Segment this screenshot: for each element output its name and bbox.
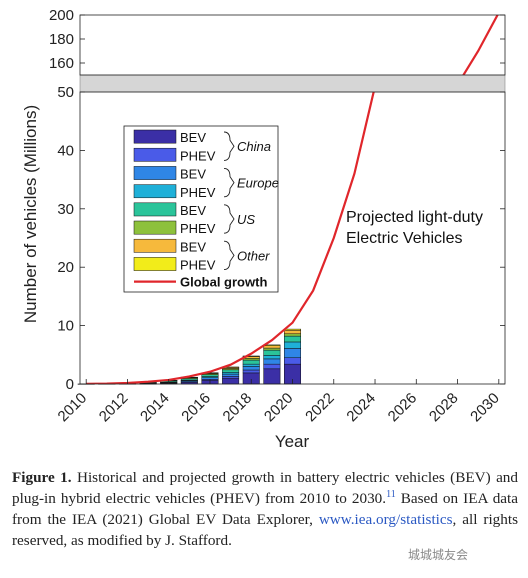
legend-swatch [133, 166, 177, 180]
legend-swatch [133, 220, 177, 235]
caption-label: Figure 1. [12, 469, 72, 486]
legend-swatch [133, 238, 177, 253]
legend-group-label: Europe [237, 176, 279, 191]
caption-text-3: , all rights reserved, as modified by J.… [12, 511, 518, 549]
bar-segment [263, 355, 281, 360]
bar-segment [242, 366, 260, 371]
bar-segment [222, 373, 240, 377]
legend-swatch [133, 147, 177, 162]
bar-segment [263, 345, 281, 349]
legend-swatch [133, 257, 177, 271]
y-tick-label-upper: 200 [49, 7, 74, 24]
global-growth-line [86, 92, 375, 384]
x-tick-label: 2030 [467, 390, 503, 426]
bar-segment [201, 374, 219, 377]
y-tick-label: 30 [57, 201, 74, 218]
legend-brace [223, 167, 235, 198]
x-tick-label: 2024 [343, 390, 379, 426]
bar-segment [283, 330, 302, 335]
legend: BEV PHEV BEV PHEV BEV PHEV BEV PHEV China Europe U… [123, 125, 279, 293]
axis-break [79, 74, 506, 93]
bar-segment [242, 355, 260, 357]
legend-group-label: Other [237, 248, 270, 263]
bar-segment [242, 359, 260, 365]
legend-group-label: China [237, 139, 271, 154]
bar-segment [283, 357, 302, 365]
bar-segment [242, 358, 260, 361]
bar-segment [242, 369, 260, 374]
bar-segment [263, 358, 281, 365]
bar-segment [263, 349, 281, 356]
bar-segment [283, 341, 302, 349]
caption-ref[interactable]: 11 [386, 488, 396, 500]
y-tick-label-upper: 180 [49, 31, 74, 48]
bar-segment [263, 368, 281, 385]
legend-group-label: US [237, 212, 255, 227]
bar-segment [283, 328, 302, 331]
y-tick-label: 50 [57, 84, 74, 101]
y-axis-label: Number of vehicles (Millions) [21, 105, 40, 323]
y-tick-label-upper: 160 [49, 55, 74, 72]
legend-entry-label: BEV [180, 167, 206, 182]
x-tick-label: 2010 [55, 390, 91, 426]
legend-entry-label: PHEV [180, 221, 216, 236]
bar-segment [283, 348, 302, 358]
y-tick-label: 0 [66, 376, 74, 393]
annotation-line-2: Electric Vehicles [346, 230, 463, 247]
legend-entry-label: PHEV [180, 185, 216, 200]
bar-segment [222, 369, 240, 373]
x-tick-label: 2020 [261, 390, 297, 426]
caption-text-2: Based on IEA data from the IEA (2021) Gl… [12, 490, 518, 528]
legend-entry-label: PHEV [180, 148, 216, 163]
bar-segment [222, 372, 240, 375]
y-tick-label: 20 [57, 259, 74, 276]
x-tick-label: 2014 [137, 390, 173, 426]
legend-entry-label: BEV [180, 203, 206, 218]
x-tick-label: 2026 [385, 390, 421, 426]
legend-entry-label: BEV [180, 239, 206, 254]
bar-segment [263, 363, 281, 370]
x-tick-label: 2028 [426, 390, 462, 426]
annotation-line-1: Projected light-duty [346, 209, 483, 226]
bar-segment [222, 376, 240, 379]
legend-swatch [133, 129, 177, 144]
bar-segment [283, 333, 302, 337]
bar-segment [242, 363, 260, 367]
legend-brace [223, 131, 235, 161]
x-tick-label: 2016 [178, 390, 214, 426]
x-tick-label: 2012 [96, 390, 132, 426]
legend-swatch [133, 184, 177, 199]
bar-segment [222, 377, 240, 385]
bar-segment [283, 335, 302, 343]
y-tick-label: 10 [57, 318, 74, 335]
legend-entry-label: BEV [180, 130, 206, 145]
watermark-text: 城城城友会 [408, 548, 469, 562]
bar-segment [263, 347, 281, 351]
upper-axes-box [79, 14, 506, 76]
figure-caption: Figure 1. Historical and projected growt… [12, 467, 518, 551]
y-tick-label: 40 [57, 142, 74, 159]
x-axis-label: Year [275, 432, 310, 451]
x-tick-label: 2022 [302, 390, 338, 426]
x-tick-label: 2018 [220, 390, 256, 426]
legend-entry-label: PHEV [180, 258, 216, 273]
caption-link[interactable]: www.iea.org/statistics [318, 511, 453, 528]
legend-brace [223, 240, 235, 271]
legend-line-label: Global growth [180, 275, 267, 290]
legend-brace [223, 204, 235, 234]
legend-swatch [133, 202, 177, 217]
caption-text-1: Historical and projected growth in batte… [12, 469, 518, 507]
